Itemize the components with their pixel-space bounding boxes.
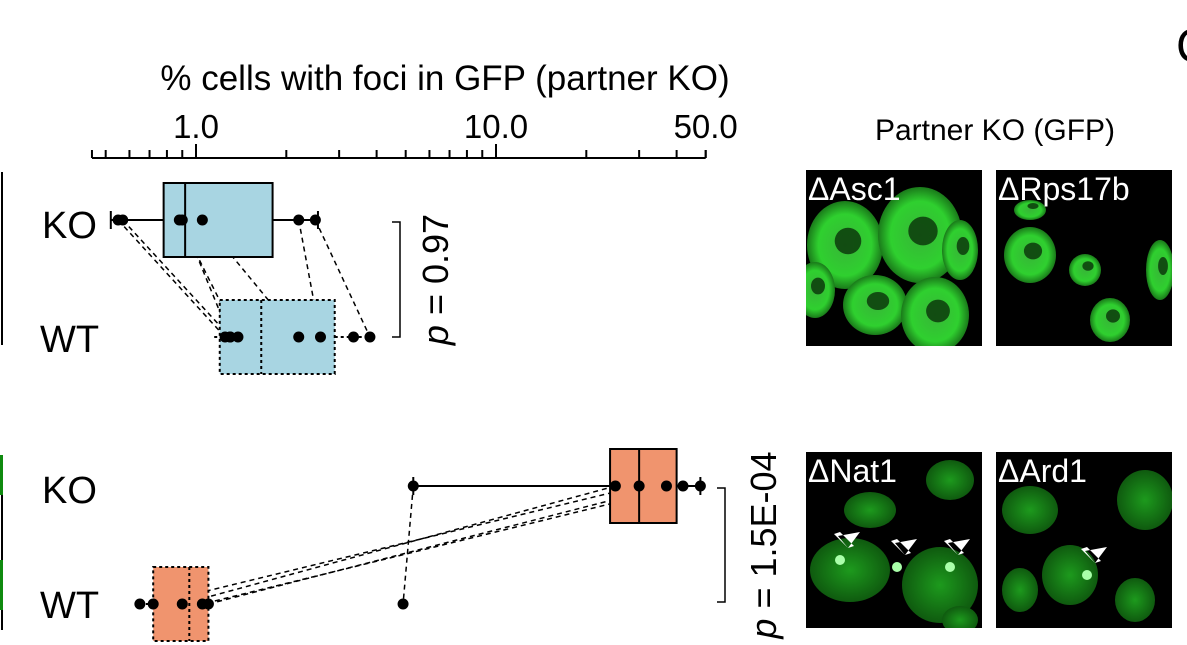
- data-point: [147, 598, 159, 610]
- micrograph-label: ΔNat1: [808, 453, 897, 489]
- p-value: p = 0.97: [415, 214, 456, 346]
- cell: [942, 606, 978, 628]
- cell: [844, 492, 896, 528]
- data-point: [348, 331, 360, 343]
- pair-line: [153, 485, 640, 605]
- arrowhead-icon: [944, 539, 970, 555]
- focus-spot: [1082, 570, 1092, 580]
- vacuole: [1158, 257, 1168, 275]
- cell: [926, 460, 974, 500]
- vacuole: [1106, 309, 1120, 323]
- significance-bracket: [717, 487, 726, 603]
- x-axis: 1.0 10.0 50.0: [90, 108, 738, 159]
- micrograph-3: ΔNat1: [806, 452, 982, 628]
- data-point: [309, 214, 321, 226]
- pair-line: [202, 485, 684, 605]
- cell: [1117, 470, 1172, 530]
- data-point: [407, 480, 419, 492]
- micrograph-label: ΔArd1: [998, 453, 1087, 489]
- vacuole: [1023, 242, 1043, 260]
- vacuole: [811, 277, 825, 295]
- data-point: [196, 598, 208, 610]
- data-point: [117, 214, 129, 226]
- vacuole: [1082, 261, 1094, 271]
- significance-bracket: [392, 221, 401, 338]
- data-point: [293, 214, 305, 226]
- micrograph-2: ΔRps17b: [996, 170, 1172, 346]
- cell: [1002, 486, 1058, 534]
- images-section-title: Partner KO (GFP): [875, 114, 1115, 147]
- category-label-ko: KO: [42, 205, 97, 247]
- vacuole: [834, 227, 862, 255]
- x-tick-label: 50.0: [674, 108, 738, 145]
- data-point: [660, 480, 672, 492]
- data-point: [364, 331, 376, 343]
- focus-spot: [945, 562, 955, 572]
- category-label-wt: WT: [40, 585, 99, 627]
- data-point: [314, 331, 326, 343]
- p-value: p = 1.5E-04: [743, 451, 784, 639]
- arrowhead-icon: [834, 532, 860, 548]
- panel-top: KO WT p = 0.97: [40, 182, 456, 375]
- focus-spot: [835, 555, 845, 565]
- vacuole: [956, 237, 970, 255]
- micrograph-grid: ΔAsc1 ΔRps17b ΔNat1 ΔArd1: [806, 170, 1172, 628]
- micrograph-1: ΔAsc1: [806, 170, 982, 346]
- vacuole: [866, 292, 890, 310]
- category-label-wt: WT: [40, 319, 99, 361]
- data-point: [224, 331, 236, 343]
- pair-line: [208, 485, 667, 605]
- cell: [1002, 568, 1038, 612]
- pair-line: [402, 485, 415, 605]
- data-point: [176, 214, 188, 226]
- focus-spot: [892, 562, 902, 572]
- cell: [1042, 545, 1098, 605]
- arrowhead-icon: [1081, 547, 1107, 563]
- micrograph-label: ΔAsc1: [808, 171, 901, 207]
- x-axis-label: % cells with foci in GFP (partner KO): [160, 59, 729, 98]
- data-point: [397, 598, 409, 610]
- data-point: [694, 480, 706, 492]
- vacuole: [1027, 203, 1039, 209]
- cell: [1115, 578, 1155, 622]
- data-point: [293, 331, 305, 343]
- vacuole: [908, 216, 938, 246]
- cell: [902, 547, 978, 623]
- data-point: [633, 480, 645, 492]
- x-tick-label: 10.0: [464, 108, 528, 145]
- panel-letter-partial: C: [1176, 20, 1187, 73]
- data-point: [232, 331, 244, 343]
- data-point: [134, 598, 146, 610]
- data-point: [609, 480, 621, 492]
- panel-bottom: KO WT p = 1.5E-04: [40, 448, 784, 642]
- data-point: [196, 214, 208, 226]
- data-point: [176, 598, 188, 610]
- cell: [810, 538, 890, 602]
- micrograph-label: ΔRps17b: [998, 171, 1130, 207]
- pair-line: [314, 219, 371, 338]
- micrograph-4: ΔArd1: [996, 452, 1172, 628]
- x-tick-label: 1.0: [173, 108, 219, 145]
- vacuole: [926, 299, 950, 323]
- pair-line: [182, 485, 616, 605]
- arrowhead-icon: [891, 539, 917, 555]
- category-label-ko: KO: [42, 470, 97, 512]
- data-point: [677, 480, 689, 492]
